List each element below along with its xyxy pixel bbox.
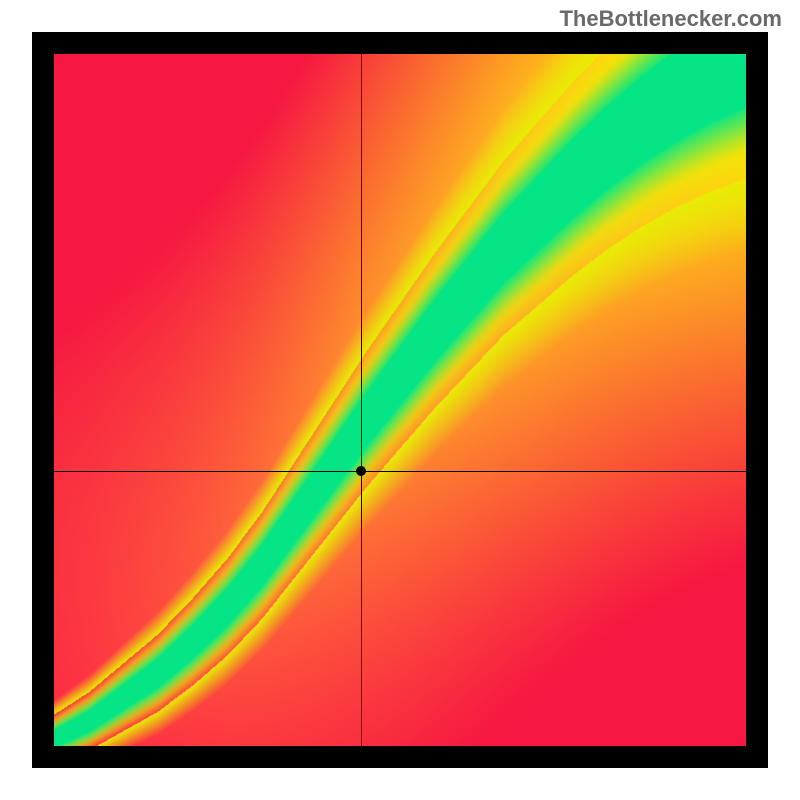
crosshair-horizontal [54, 471, 746, 472]
data-point-marker [356, 466, 366, 476]
heatmap-canvas [54, 54, 746, 746]
watermark-text: TheBottlenecker.com [559, 6, 782, 32]
crosshair-vertical [361, 54, 362, 746]
chart-frame [32, 32, 768, 768]
chart-container: TheBottlenecker.com [0, 0, 800, 800]
